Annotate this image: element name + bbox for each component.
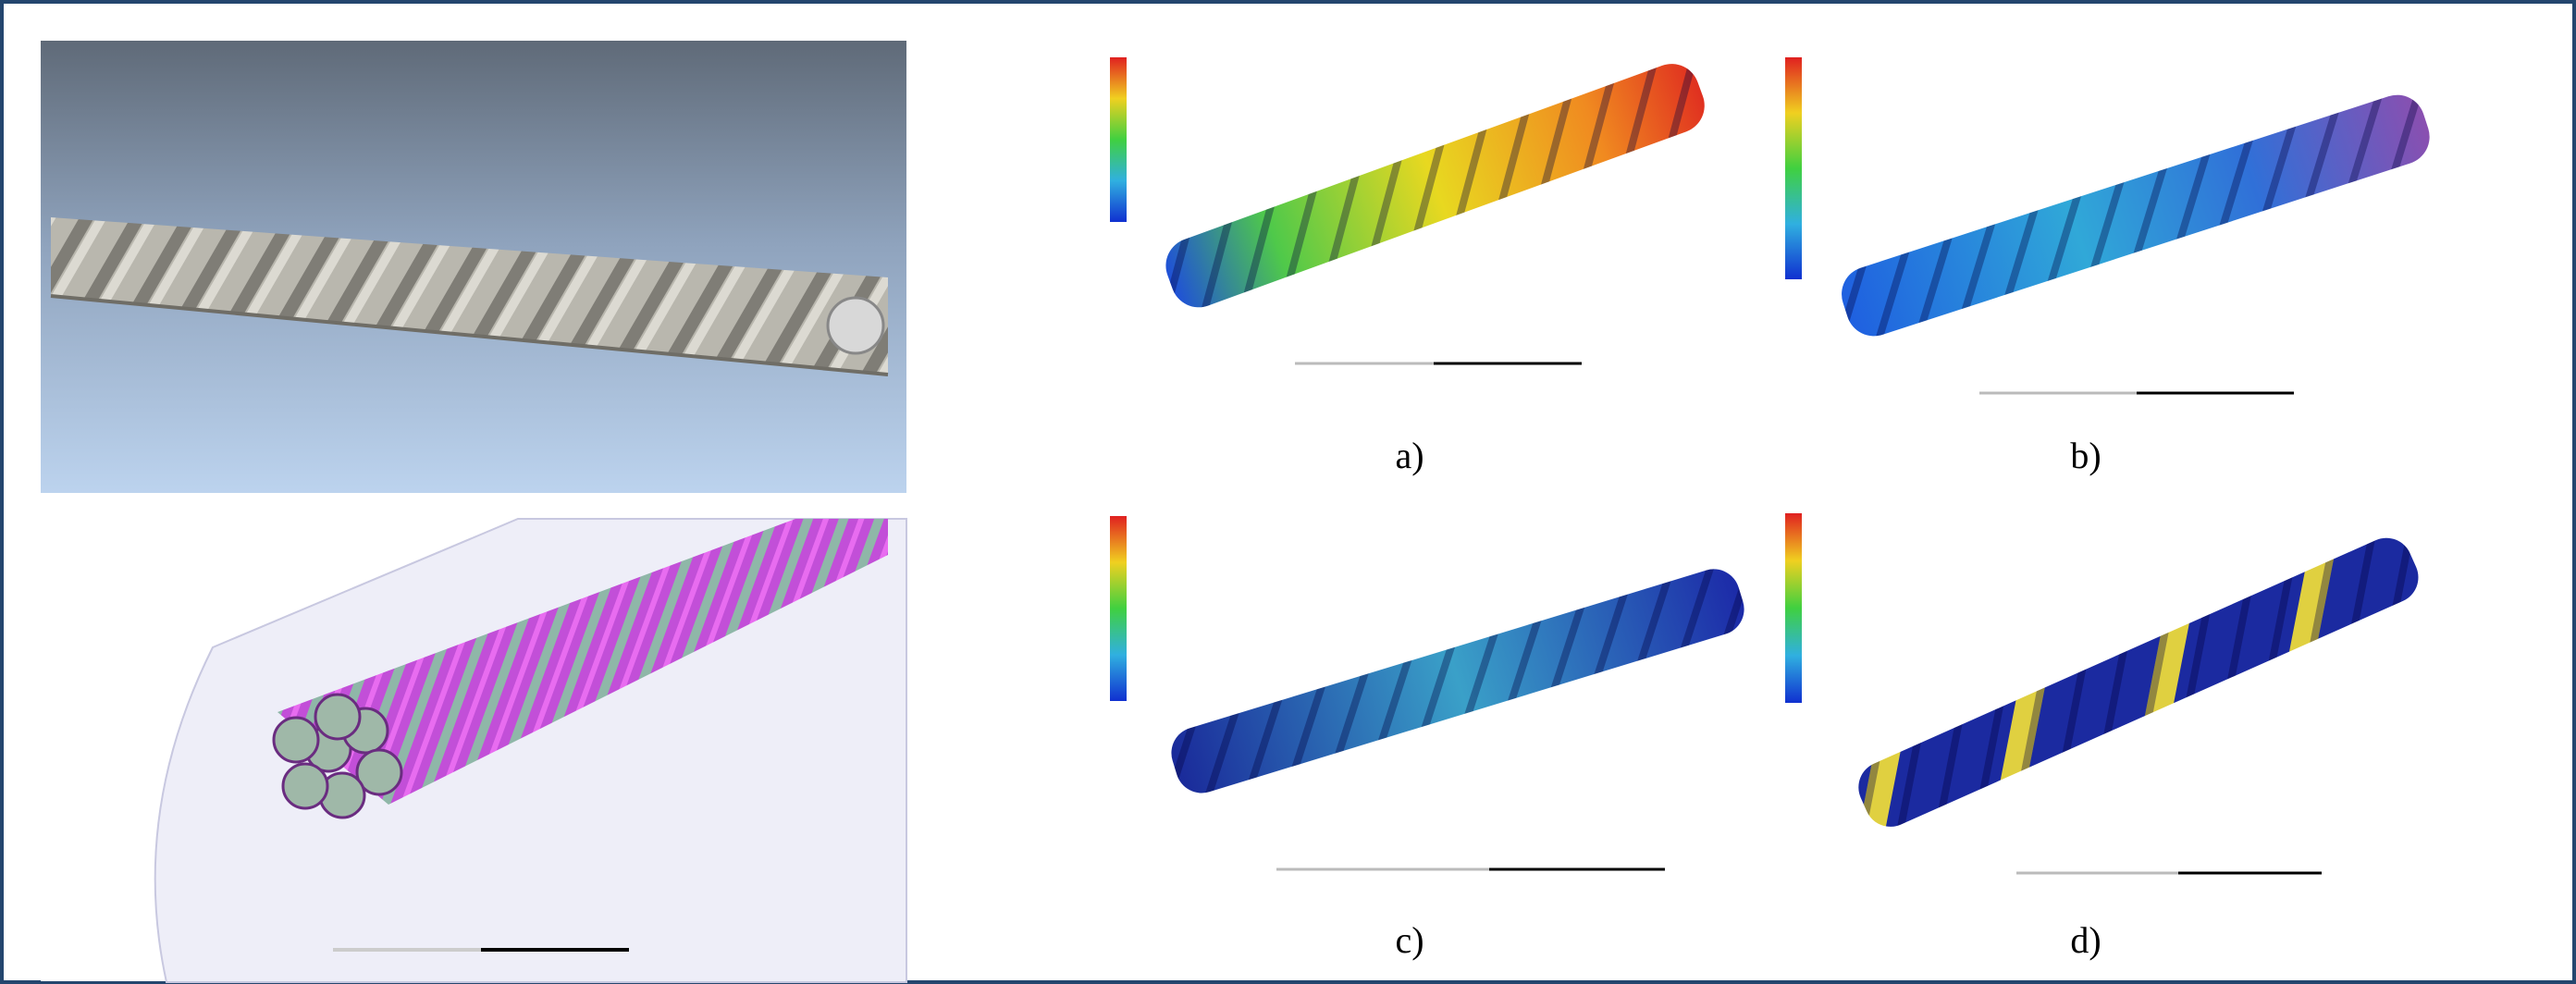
panel-a [1110,56,1712,363]
panel-b [1785,57,2436,393]
panel-d [1785,513,2426,873]
figure: a) b) c) d) [0,0,2576,984]
panel-label: d) [2070,919,2101,961]
panel-label: c) [1395,919,1424,961]
panel-c [1110,516,1751,869]
cable-render [41,41,906,493]
panel-label: b) [2070,435,2101,476]
cable-mesh [41,519,906,982]
panel-label: a) [1395,435,1424,476]
